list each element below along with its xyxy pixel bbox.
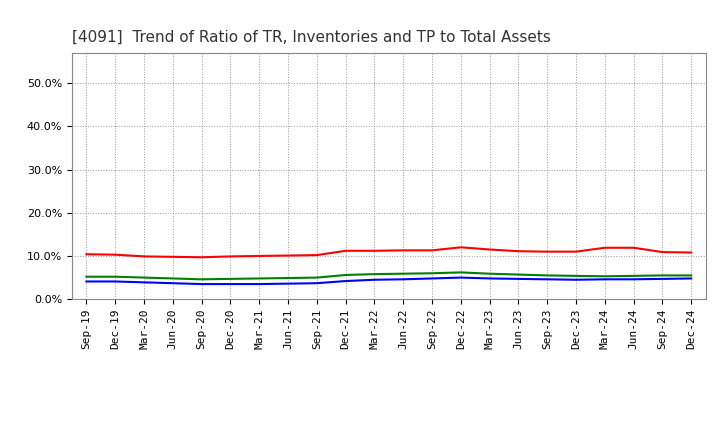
Trade Payables [629, 273, 638, 279]
Trade Receivables [658, 249, 667, 255]
Inventories [485, 276, 494, 281]
Trade Receivables [456, 245, 465, 250]
Inventories [341, 279, 350, 284]
Trade Receivables [572, 249, 580, 254]
Trade Receivables [226, 254, 235, 259]
Trade Receivables [485, 247, 494, 252]
Line: Trade Payables: Trade Payables [86, 272, 691, 279]
Inventories [456, 275, 465, 280]
Trade Payables [197, 277, 206, 282]
Trade Payables [370, 271, 379, 277]
Inventories [399, 277, 408, 282]
Trade Payables [168, 276, 177, 281]
Text: [4091]  Trend of Ratio of TR, Inventories and TP to Total Assets: [4091] Trend of Ratio of TR, Inventories… [72, 29, 551, 45]
Trade Receivables [312, 253, 321, 258]
Trade Receivables [168, 254, 177, 260]
Trade Receivables [370, 248, 379, 253]
Trade Payables [514, 272, 523, 277]
Trade Payables [226, 276, 235, 282]
Line: Inventories: Inventories [86, 278, 691, 284]
Inventories [82, 279, 91, 284]
Trade Receivables [629, 245, 638, 250]
Trade Payables [456, 270, 465, 275]
Inventories [226, 282, 235, 287]
Trade Payables [399, 271, 408, 276]
Trade Receivables [687, 250, 696, 255]
Trade Receivables [341, 248, 350, 253]
Trade Payables [312, 275, 321, 280]
Inventories [629, 277, 638, 282]
Trade Receivables [600, 245, 609, 250]
Trade Payables [82, 274, 91, 279]
Trade Receivables [255, 253, 264, 259]
Inventories [197, 282, 206, 287]
Trade Payables [485, 271, 494, 276]
Trade Payables [658, 273, 667, 278]
Inventories [572, 277, 580, 282]
Trade Receivables [140, 254, 148, 259]
Inventories [600, 277, 609, 282]
Inventories [543, 277, 552, 282]
Trade Payables [572, 273, 580, 279]
Trade Payables [428, 271, 436, 276]
Trade Payables [255, 276, 264, 281]
Trade Payables [687, 273, 696, 278]
Trade Payables [140, 275, 148, 280]
Trade Payables [600, 274, 609, 279]
Inventories [284, 281, 292, 286]
Trade Receivables [197, 255, 206, 260]
Trade Payables [284, 275, 292, 281]
Trade Receivables [514, 249, 523, 254]
Inventories [168, 281, 177, 286]
Inventories [111, 279, 120, 284]
Line: Trade Receivables: Trade Receivables [86, 247, 691, 257]
Trade Payables [341, 272, 350, 278]
Trade Receivables [82, 252, 91, 257]
Inventories [255, 282, 264, 287]
Inventories [514, 276, 523, 282]
Trade Receivables [111, 252, 120, 257]
Inventories [140, 280, 148, 285]
Inventories [687, 276, 696, 281]
Inventories [658, 276, 667, 282]
Trade Payables [543, 273, 552, 278]
Trade Receivables [284, 253, 292, 258]
Inventories [428, 276, 436, 281]
Trade Receivables [399, 248, 408, 253]
Inventories [312, 281, 321, 286]
Trade Receivables [543, 249, 552, 254]
Trade Payables [111, 274, 120, 279]
Trade Receivables [428, 248, 436, 253]
Inventories [370, 277, 379, 282]
